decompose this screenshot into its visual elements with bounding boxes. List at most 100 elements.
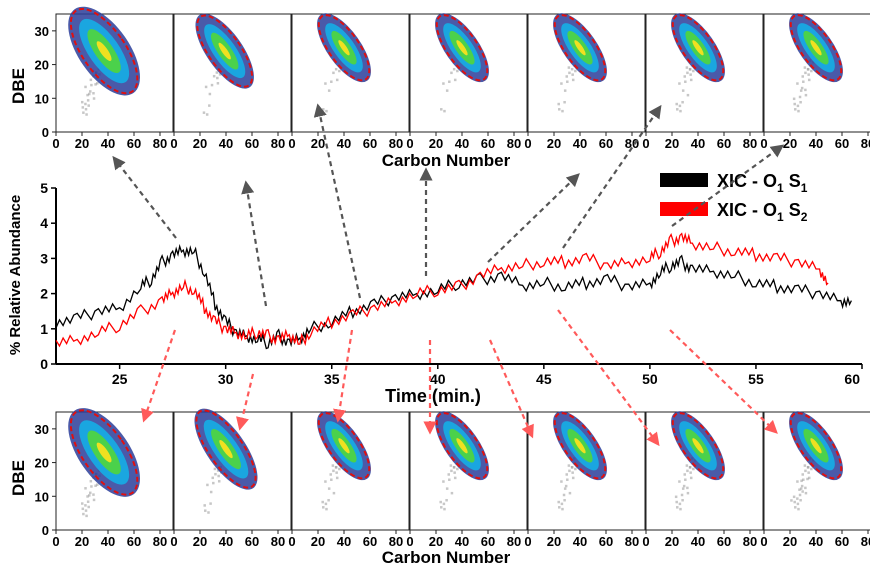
panel-y-tick-label: 20 — [35, 456, 49, 471]
dbe-point-gray — [797, 507, 800, 511]
panel-x-tick-label: 80 — [389, 534, 403, 549]
dbe-point-gray — [679, 109, 682, 113]
dbe-point-gray — [810, 467, 813, 471]
dbe-point-gray — [335, 476, 339, 480]
panel-x-tick-label: 0 — [524, 534, 531, 549]
dbe-point-gray — [807, 73, 810, 76]
dbe-point-gray — [440, 108, 443, 111]
dbe-point-gray — [208, 104, 211, 107]
gray-arrow — [671, 144, 785, 227]
dbe-point-gray — [564, 484, 568, 488]
dbe-point-gray — [439, 500, 442, 504]
main-y-tick-label: 5 — [40, 180, 48, 196]
dbe-point-gray — [557, 500, 560, 504]
dbe-point-gray — [686, 491, 690, 495]
dbe-point-gray — [85, 514, 88, 518]
dbe-cluster-core — [456, 40, 468, 56]
dbe-point-gray — [798, 493, 802, 497]
dbe-point-gray — [557, 102, 560, 106]
dbe-point-gray — [92, 493, 95, 496]
dbe-point-gray — [335, 471, 338, 474]
dbe-point-gray — [683, 473, 686, 476]
dbe-point-gray — [86, 99, 90, 102]
panel-x-tick-label: 40 — [809, 534, 823, 549]
main-x-axis-title: Time (min.) — [385, 386, 481, 406]
dbe-point-gray — [325, 109, 328, 113]
dbe-point-gray — [448, 478, 451, 481]
panel-x-tick-label: 0 — [288, 534, 295, 549]
dbe-point-gray — [448, 80, 451, 83]
main-y-axis-title: % Relative Abundance — [7, 195, 24, 355]
panel-y-tick-label: 10 — [35, 489, 49, 504]
dbe-point-gray — [334, 67, 338, 71]
dbe-point-gray — [675, 500, 678, 504]
red-arrow — [333, 329, 354, 423]
dbe-ellipse-outline — [671, 412, 725, 480]
dbe-point-gray — [332, 71, 335, 75]
dbe-point-gray — [87, 104, 90, 107]
dbe-point-gray — [453, 471, 456, 474]
panel-x-tick-label: 40 — [809, 136, 823, 151]
dbe-point-gray — [86, 500, 90, 503]
panel-x-tick-label: 0 — [760, 136, 767, 151]
dbe-point-gray — [563, 89, 567, 92]
dbe-point-gray — [81, 507, 85, 511]
panel-x-tick-label: 60 — [127, 534, 141, 549]
panel-x-tick-label: 0 — [760, 534, 767, 549]
panel-x-tick-label: 20 — [311, 534, 325, 549]
dbe-point-gray — [674, 495, 678, 499]
dbe-point-gray — [570, 67, 574, 71]
panel-x-tick-label: 0 — [170, 136, 177, 151]
dbe-point-gray — [796, 104, 800, 108]
dbe-point-gray — [686, 71, 689, 75]
dbe-point-gray — [90, 485, 93, 488]
dbe-point-gray — [568, 491, 572, 495]
dbe-point-gray — [335, 78, 339, 82]
panel-x-tick-label: 60 — [599, 534, 613, 549]
dbe-ellipse-outline — [553, 412, 607, 480]
dbe-point-gray — [213, 467, 217, 471]
bottom-carbon-number-label: Carbon Number — [382, 548, 511, 567]
dbe-point-gray — [688, 68, 692, 71]
dbe-point-gray — [792, 495, 796, 499]
dbe-point-gray — [92, 498, 96, 502]
top-carbon-number-label: Carbon Number — [382, 151, 511, 170]
dbe-point-gray — [799, 89, 803, 92]
dbe-cluster-core — [338, 40, 350, 56]
legend-label-series-2: XIC - O1 S2 — [717, 200, 808, 224]
dbe-point-gray — [570, 466, 574, 469]
panel-x-tick-label: 40 — [455, 534, 469, 549]
dbe-point-gray — [90, 83, 93, 87]
dbe-point-gray — [327, 498, 330, 502]
panel-x-tick-label: 80 — [271, 136, 285, 151]
panel-x-tick-label: 0 — [406, 534, 413, 549]
dbe-point-gray — [560, 480, 563, 483]
top-panel-3: 0 20 40 60 80 — [288, 13, 410, 151]
dbe-point-gray — [798, 488, 801, 491]
panel-x-tick-label: 80 — [507, 534, 521, 549]
dbe-point-gray — [685, 464, 689, 467]
panel-x-tick-label: 80 — [625, 136, 639, 151]
dbe-point-gray — [82, 111, 85, 114]
panel-y-tick-label: 20 — [35, 58, 49, 73]
dbe-point-gray — [88, 92, 91, 96]
dbe-point-gray — [568, 71, 571, 75]
dbe-point-gray — [212, 481, 215, 485]
main-x-tick-label: 35 — [324, 371, 340, 387]
dbe-point-gray — [89, 90, 92, 93]
dbe-point-gray — [211, 476, 214, 480]
panel-x-tick-label: 80 — [743, 534, 757, 549]
dbe-point-gray — [678, 502, 682, 506]
dbe-point-gray — [560, 82, 563, 85]
dbe-point-gray — [203, 504, 206, 507]
dbe-point-gray — [447, 473, 450, 476]
dbe-point-gray — [574, 69, 577, 73]
dbe-point-gray — [803, 66, 807, 69]
top-panel-2: 0 20 40 60 80 — [170, 13, 292, 151]
dbe-cluster-core — [810, 40, 822, 56]
